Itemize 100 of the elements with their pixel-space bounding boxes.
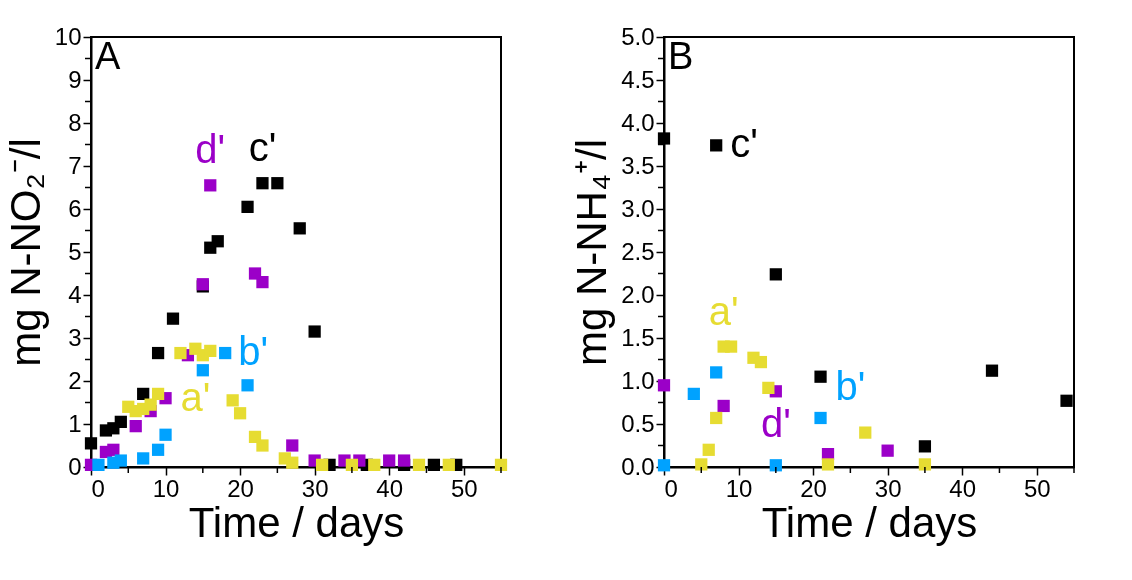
y-tick-label: 4.0 (621, 108, 655, 136)
point (129, 420, 142, 433)
series-label: c' (730, 121, 758, 166)
series-label: b' (238, 329, 269, 374)
point (286, 439, 299, 452)
annotation: A (95, 35, 121, 77)
point (174, 346, 187, 360)
y-tick-label: 1 (68, 409, 82, 437)
point (114, 415, 127, 428)
y-tick-label: 2.0 (621, 280, 655, 308)
y-tick-label: 2.5 (621, 237, 655, 265)
point (985, 364, 999, 377)
point (151, 387, 165, 401)
x-tick-label: 10 (725, 474, 753, 502)
point (84, 437, 98, 450)
point (397, 454, 411, 467)
point (769, 459, 782, 472)
point (724, 340, 738, 353)
point (754, 355, 768, 369)
point (710, 411, 723, 425)
point (859, 426, 872, 439)
point (687, 387, 700, 401)
point (494, 458, 508, 471)
series-label: d' (195, 127, 226, 172)
point (241, 379, 254, 392)
annotation: B (668, 35, 694, 77)
y-axis-title: mg N-NO₂⁻/l (1, 138, 49, 367)
point (769, 268, 782, 281)
point (918, 458, 932, 471)
x-tick-label: 0 (91, 474, 105, 502)
y-tick-label: 5.0 (621, 22, 655, 50)
point (114, 454, 127, 467)
point (695, 458, 708, 471)
x-tick-label: 10 (152, 474, 180, 502)
point (293, 222, 306, 235)
point (137, 452, 150, 465)
x-tick-label: 0 (664, 474, 678, 502)
point (383, 454, 396, 467)
series-label: c' (248, 125, 277, 170)
y-tick-label: 8 (68, 108, 82, 136)
series-label: b' (835, 363, 866, 408)
point (219, 346, 232, 360)
y-tick-label: 3 (68, 323, 82, 351)
y-tick-label: 1.0 (621, 366, 655, 394)
point (918, 440, 932, 453)
point (442, 458, 455, 471)
point (256, 439, 269, 452)
y-tick-label: 0 (68, 452, 82, 480)
point (814, 370, 827, 383)
series-label: a' (180, 374, 211, 419)
point (412, 458, 426, 471)
point (241, 200, 254, 213)
y-tick-label: 4.5 (621, 65, 655, 93)
point (814, 411, 827, 425)
point (204, 344, 217, 358)
point (1060, 394, 1073, 407)
point (151, 346, 165, 360)
point (107, 443, 120, 456)
point (159, 428, 172, 441)
y-tick-label: 10 (54, 22, 82, 50)
point (144, 398, 157, 411)
y-tick-label: 5 (68, 237, 82, 265)
y-tick-label: 3.0 (621, 194, 655, 222)
point (821, 458, 835, 471)
point (233, 407, 247, 420)
y-tick-label: 3.5 (621, 151, 655, 179)
point (137, 387, 150, 401)
point (368, 458, 381, 471)
point (657, 132, 671, 145)
point (271, 177, 284, 190)
y-tick-label: 0.0 (621, 452, 655, 480)
point (657, 379, 671, 392)
point (256, 177, 269, 190)
series-label: d' (760, 401, 791, 446)
y-tick-label: 7 (68, 151, 82, 179)
y-tick-label: 2 (68, 366, 82, 394)
point (196, 364, 209, 377)
y-tick-label: 0.5 (621, 409, 655, 437)
point (881, 444, 894, 457)
point (427, 458, 441, 471)
point (151, 443, 165, 456)
point (204, 179, 217, 192)
point (710, 139, 723, 152)
point (308, 325, 321, 338)
x-tick-label: 50 (450, 474, 478, 502)
y-tick-label: 4 (68, 280, 82, 308)
point (166, 312, 180, 325)
point (762, 381, 775, 394)
point (286, 456, 299, 469)
point (92, 458, 105, 471)
point (702, 443, 715, 456)
point (226, 394, 239, 407)
y-tick-label: 9 (68, 65, 82, 93)
point (710, 366, 723, 379)
point (345, 458, 359, 471)
x-tick-label: 50 (1023, 474, 1051, 502)
point (717, 399, 730, 413)
y-tick-label: 6 (68, 194, 82, 222)
series-label: a' (708, 288, 739, 333)
point (315, 458, 329, 471)
